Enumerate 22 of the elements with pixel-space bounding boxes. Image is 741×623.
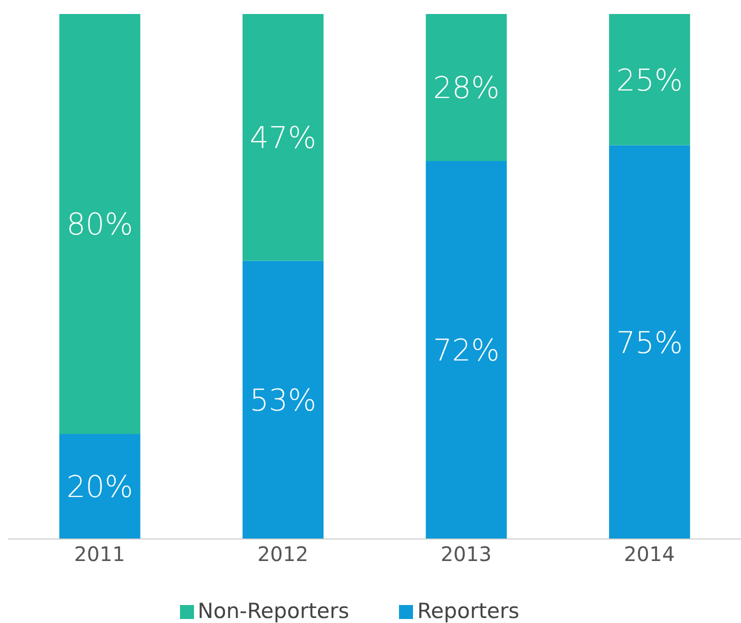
data-label: 25% [616,63,683,98]
bar [59,434,140,539]
legend-label: Reporters [417,599,520,623]
legend-label: Non-Reporters [198,599,350,623]
data-label: 28% [432,71,500,106]
x-tick-label: 2011 [74,542,126,566]
data-label: 75% [616,326,683,361]
bar [426,14,507,161]
bar [609,14,690,146]
bar [426,161,507,539]
bar [242,260,324,539]
data-label: 80% [66,208,134,243]
x-tick-label: 2013 [440,542,492,566]
x-tick-label: 2014 [624,542,675,566]
x-tick-label: 2012 [257,542,308,566]
bar [59,14,140,434]
data-label: 47% [250,121,316,156]
data-label: 53% [250,384,316,419]
data-label: 20% [66,470,134,506]
data-label: 72% [432,334,500,369]
bar [609,145,690,539]
bar [242,14,324,261]
